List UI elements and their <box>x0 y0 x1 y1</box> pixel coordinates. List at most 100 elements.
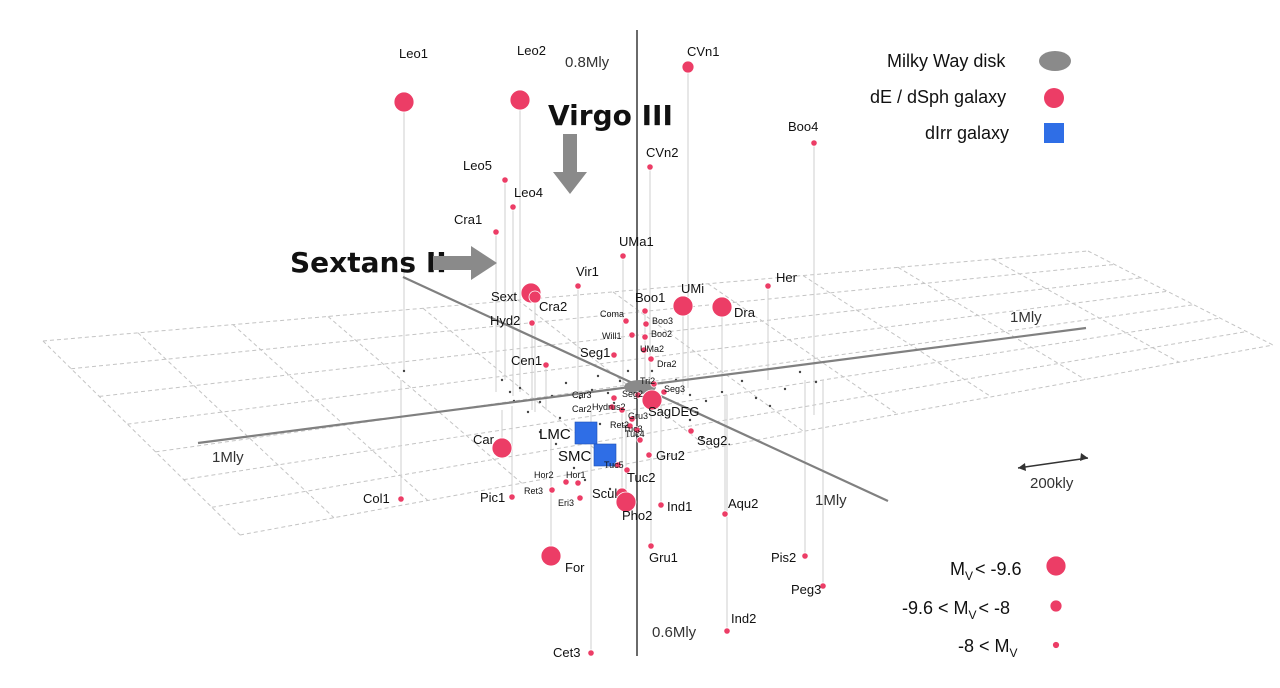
galaxy-marker-boo4 <box>810 139 818 147</box>
satellite-dot <box>720 390 724 394</box>
galaxy-marker-cet3 <box>587 649 595 657</box>
grid-line <box>897 266 1086 380</box>
galaxy-marker-leo4 <box>509 203 517 211</box>
galaxy-label: CVn1 <box>687 44 720 59</box>
galaxy-marker-gru3 <box>628 415 636 423</box>
satellite-dot <box>688 418 692 422</box>
galaxy-marker-sagdeg <box>641 389 663 411</box>
grid-line <box>612 291 804 432</box>
galaxy-label: Seg1 <box>580 345 610 360</box>
galaxy-marker-hor1 <box>574 479 582 487</box>
satellite-dot <box>704 399 708 403</box>
satellite-dot <box>626 369 630 373</box>
galaxy-label: Car <box>473 432 495 447</box>
drop-lines <box>400 67 824 653</box>
galaxy-label: Hor1 <box>566 470 586 480</box>
galaxy-label: Car3 <box>572 390 592 400</box>
galaxy-label: Ind1 <box>667 499 692 514</box>
galaxy-label: UMa2 <box>640 344 664 354</box>
galaxy-marker-lmc <box>574 421 598 445</box>
scale-arrow-right-icon <box>1080 453 1088 461</box>
galaxy-label: Ind2 <box>731 611 756 626</box>
galaxy-label: Pic1 <box>480 490 505 505</box>
galaxy-label: Tuc5 <box>604 460 624 470</box>
satellite-dot <box>526 410 530 414</box>
galaxy-marker-cen1 <box>542 361 550 369</box>
galaxy-marker-gru2 <box>645 451 653 459</box>
galaxy-marker-tuc3 <box>633 426 641 434</box>
satellite-dot <box>554 442 558 446</box>
satellite-dot <box>508 390 512 394</box>
galaxy-marker-hydrus2 <box>618 406 626 414</box>
axis-label-right: 1Mly <box>1010 309 1042 326</box>
satellite-dot <box>798 370 802 374</box>
galaxy-marker-ret3 <box>548 486 556 494</box>
galaxy-label: LMC <box>539 426 571 443</box>
galaxy-marker-will1 <box>628 331 636 339</box>
satellite-dot <box>740 379 744 383</box>
galaxy-label: Aqu2 <box>728 496 758 511</box>
grid-line <box>155 304 1194 453</box>
galaxy-marker-col1 <box>397 495 405 503</box>
galaxy-markers <box>393 60 827 657</box>
callout-sextans2-text: Sextans II <box>290 246 447 279</box>
galaxy-label: Boo3 <box>652 316 673 326</box>
legend-type-label-dirr: dIrr galaxy <box>925 123 1009 143</box>
satellite-dot <box>596 374 600 378</box>
galaxy-label: Eri3 <box>558 498 574 508</box>
galaxy-marker-smc <box>593 443 617 467</box>
galaxy-marker-uma1 <box>619 252 627 260</box>
galaxy-label: SagDEG <box>648 404 699 419</box>
grid-line <box>211 331 1247 508</box>
galaxy-label: Seg3 <box>664 384 685 394</box>
galaxy-label: Ret2 <box>610 420 629 430</box>
grid-line <box>42 340 241 536</box>
satellite-dot <box>558 416 562 420</box>
galaxy-marker-tuc5 <box>614 461 622 469</box>
galaxy-label: Boo4 <box>788 119 818 134</box>
galaxy-marker-leo1 <box>393 91 415 113</box>
galaxy-marker-seg3 <box>660 388 668 396</box>
satellite-dot <box>518 386 522 390</box>
galaxy-marker-ind1 <box>657 501 665 509</box>
galaxy-marker-ind2 <box>723 627 731 635</box>
satellite-dot <box>500 378 504 382</box>
galaxy-label: Ret3 <box>524 486 543 496</box>
satellite-dot <box>688 393 692 397</box>
axis-label-top: 0.8Mly <box>565 54 610 71</box>
galaxy-label: Dra <box>734 305 756 320</box>
galaxy-marker-dra <box>711 296 733 318</box>
galaxy-label: Sag2. <box>697 433 731 448</box>
legend-size-small-swatch <box>1052 641 1060 649</box>
galaxy-label: For <box>565 560 585 575</box>
galaxy-marker-sag2 <box>687 427 695 435</box>
satellite-dot <box>538 400 542 404</box>
galaxy-marker-dra2 <box>647 355 655 363</box>
grid-line <box>707 283 898 415</box>
galaxy-marker-for <box>540 545 562 567</box>
galaxy-marker-tuc2 <box>623 466 631 474</box>
galaxy-marker-vir1 <box>574 282 582 290</box>
galaxy-label: Seg2 <box>622 389 643 399</box>
legend-type-label-dsph: dE / dSph galaxy <box>870 87 1006 107</box>
galaxy-label: CVn2 <box>646 145 679 160</box>
satellite-dot <box>590 388 594 392</box>
galaxy-label: Will1 <box>602 331 622 341</box>
galaxy-label: Cen1 <box>511 353 542 368</box>
galaxy-marker-pho2 <box>615 491 637 513</box>
milky-way-satellite-dust <box>402 369 818 491</box>
galaxy-label: Dra2 <box>657 359 677 369</box>
grid-line <box>802 275 992 398</box>
satellite-dot <box>572 466 576 470</box>
galaxy-label: Leo5 <box>463 158 492 173</box>
satellite-dot <box>814 380 818 384</box>
galaxy-label: Leo4 <box>514 185 543 200</box>
galaxy-marker-cvn2 <box>646 163 654 171</box>
galaxy-marker-peg3 <box>819 582 827 590</box>
grid-line <box>42 250 1089 342</box>
grid-line <box>137 332 335 519</box>
galaxy-label: Her <box>776 270 798 285</box>
galaxy-marker-car <box>491 437 513 459</box>
galaxy-marker-ret2 <box>626 422 634 430</box>
